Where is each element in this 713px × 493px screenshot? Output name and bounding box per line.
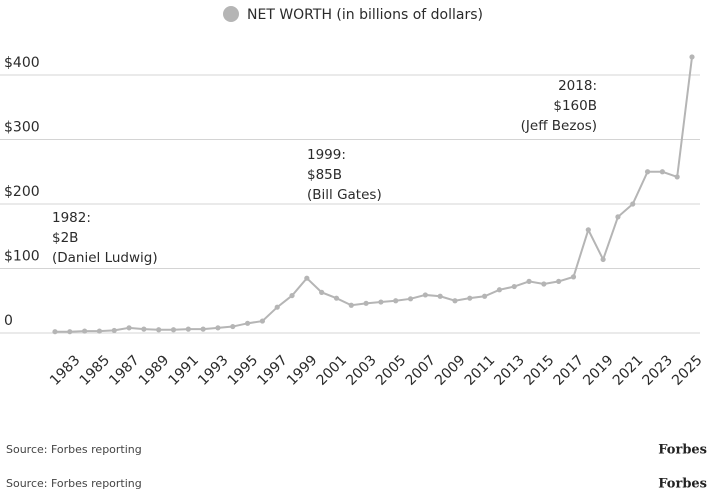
data-point [467, 295, 473, 301]
data-point [556, 278, 562, 284]
annotation: (Bill Gates) [307, 187, 382, 203]
x-tick-label: 2021 [610, 352, 647, 389]
data-point [274, 304, 280, 310]
annotation: (Daniel Ludwig) [52, 250, 158, 266]
data-point [526, 278, 532, 284]
source: Source: Forbes reporting [6, 477, 142, 490]
x-tick-label: 2001 [314, 352, 351, 389]
data-point [200, 326, 206, 332]
x-tick-label: 1989 [136, 352, 173, 389]
data-point [482, 293, 488, 299]
data-point [111, 327, 117, 334]
data-point [659, 169, 665, 175]
data-point [363, 300, 369, 306]
annotation: $2B [52, 230, 78, 246]
data-point [215, 325, 221, 331]
data-point [585, 227, 591, 233]
data-point [185, 326, 191, 332]
data-point [452, 298, 458, 304]
legend-marker [223, 6, 239, 22]
data-point [259, 318, 265, 324]
annotation: 1982: [52, 210, 91, 226]
annotation: 2018: [558, 78, 597, 94]
x-tick-label: 2003 [343, 352, 380, 389]
x-tick-label: 1997 [254, 352, 291, 389]
source: Source: Forbes reporting [6, 443, 142, 456]
data-point [170, 327, 177, 333]
data-point [600, 256, 606, 263]
data-point [644, 169, 651, 175]
data-point [422, 292, 428, 298]
x-tick-label: 2015 [521, 352, 558, 389]
data-point [348, 302, 354, 308]
data-point [615, 214, 621, 220]
annotation: $160B [553, 98, 597, 114]
y-tick-label: $400 [4, 55, 40, 71]
data-point [541, 281, 547, 287]
x-tick-label: 2023 [640, 352, 677, 389]
data-point [674, 174, 680, 180]
data-point [230, 323, 236, 330]
x-tick-label: 2007 [402, 352, 439, 389]
x-tick-label: 2019 [580, 352, 617, 389]
x-tick-label: 2009 [432, 352, 469, 389]
data-point [304, 275, 310, 281]
data-point [570, 274, 577, 280]
logo: Forbes [658, 443, 707, 458]
legend-label: NET WORTH (in billions of dollars) [247, 7, 483, 23]
data-point [244, 320, 251, 326]
data-point [126, 325, 132, 331]
x-tick-label: 1987 [106, 352, 143, 389]
data-point [319, 289, 325, 295]
x-tick-label: 1993 [195, 352, 232, 389]
x-tick-label: 1985 [77, 352, 114, 389]
x-tick-label: 1995 [225, 352, 262, 389]
x-tick-label: 2011 [462, 352, 499, 389]
x-tick-label: 1991 [165, 352, 202, 389]
data-point [393, 298, 399, 304]
data-point [378, 299, 384, 305]
y-tick-label: $200 [4, 184, 40, 200]
data-point [496, 287, 503, 293]
y-tick-label: $300 [4, 120, 40, 136]
annotation: 1999: [307, 147, 346, 163]
data-point [289, 292, 295, 299]
annotation: (Jeff Bezos) [521, 118, 597, 134]
x-tick-label: 2017 [551, 352, 588, 389]
data-point [52, 329, 58, 335]
data-point [689, 54, 695, 60]
data-point [407, 296, 414, 302]
data-point [156, 327, 162, 333]
data-point [141, 326, 147, 332]
data-point [333, 295, 340, 301]
annotation: $85B [307, 167, 342, 183]
data-point [511, 283, 517, 290]
x-tick-label: 1999 [284, 352, 321, 389]
data-point [96, 328, 103, 334]
x-tick-label: 2025 [669, 352, 706, 389]
x-tick-label: 1983 [47, 352, 84, 389]
logo: Forbes [658, 477, 707, 492]
data-point [437, 293, 443, 299]
x-tick-label: 2013 [491, 352, 528, 389]
x-tick-label: 2005 [373, 352, 410, 389]
y-tick-label: 0 [4, 313, 13, 329]
y-tick-label: $100 [4, 249, 40, 265]
data-point [630, 201, 636, 207]
data-point [67, 329, 73, 335]
data-point [82, 328, 88, 334]
